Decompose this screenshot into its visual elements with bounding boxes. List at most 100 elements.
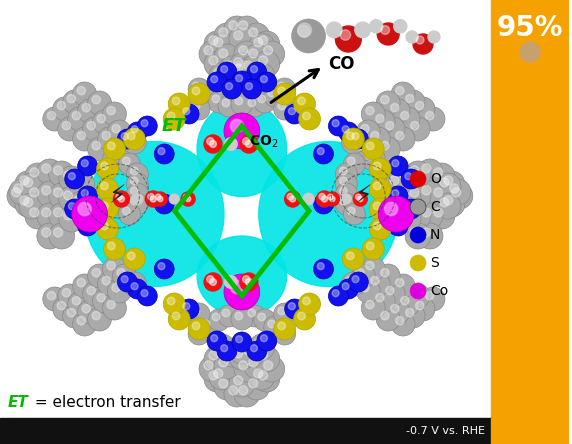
Circle shape <box>122 130 146 154</box>
Circle shape <box>97 158 118 180</box>
Circle shape <box>340 30 351 40</box>
Circle shape <box>362 138 384 160</box>
Text: Co: Co <box>430 284 448 298</box>
Circle shape <box>347 132 354 140</box>
Circle shape <box>386 286 394 295</box>
Circle shape <box>410 166 419 175</box>
Circle shape <box>253 68 263 77</box>
Circle shape <box>244 305 266 327</box>
Circle shape <box>259 351 268 360</box>
Circle shape <box>236 75 243 82</box>
Circle shape <box>181 192 195 206</box>
Circle shape <box>209 334 235 360</box>
Circle shape <box>116 194 122 200</box>
Circle shape <box>313 144 333 164</box>
Circle shape <box>321 196 328 202</box>
Circle shape <box>240 135 258 153</box>
Circle shape <box>222 99 230 107</box>
Circle shape <box>274 323 296 345</box>
Circle shape <box>179 104 199 124</box>
Circle shape <box>347 252 354 260</box>
Circle shape <box>394 20 407 33</box>
Circle shape <box>520 42 540 62</box>
Circle shape <box>73 82 97 106</box>
Circle shape <box>108 242 115 250</box>
Circle shape <box>244 44 270 70</box>
Circle shape <box>128 122 148 142</box>
Circle shape <box>251 345 257 352</box>
Circle shape <box>98 127 121 151</box>
Circle shape <box>15 191 41 217</box>
Circle shape <box>247 341 267 361</box>
Circle shape <box>221 345 228 352</box>
Text: N: N <box>430 228 440 242</box>
Circle shape <box>287 194 293 200</box>
Circle shape <box>316 191 332 207</box>
Circle shape <box>234 31 243 40</box>
Circle shape <box>411 289 419 297</box>
Circle shape <box>214 339 223 348</box>
Circle shape <box>62 289 70 297</box>
Circle shape <box>386 122 394 130</box>
Circle shape <box>335 163 358 185</box>
Circle shape <box>391 82 415 106</box>
Circle shape <box>185 196 191 202</box>
Circle shape <box>317 198 324 205</box>
Circle shape <box>366 127 390 151</box>
Circle shape <box>348 272 368 292</box>
Circle shape <box>260 75 268 83</box>
Circle shape <box>19 196 29 205</box>
Circle shape <box>452 188 461 197</box>
Circle shape <box>172 97 180 105</box>
Circle shape <box>395 206 421 232</box>
Circle shape <box>202 89 210 97</box>
Circle shape <box>230 280 244 294</box>
Circle shape <box>392 190 399 197</box>
Circle shape <box>49 203 75 229</box>
Circle shape <box>258 313 265 321</box>
Circle shape <box>356 142 364 150</box>
Circle shape <box>88 137 112 161</box>
Circle shape <box>204 135 222 153</box>
Circle shape <box>340 187 347 195</box>
Text: 95%: 95% <box>497 14 563 42</box>
Circle shape <box>376 264 400 288</box>
Circle shape <box>126 163 148 185</box>
Circle shape <box>447 183 473 209</box>
Circle shape <box>328 194 333 200</box>
Circle shape <box>234 41 260 67</box>
Circle shape <box>278 102 285 110</box>
Circle shape <box>154 194 174 214</box>
Circle shape <box>92 311 100 320</box>
Circle shape <box>376 137 400 161</box>
Circle shape <box>249 364 275 390</box>
Circle shape <box>73 274 97 298</box>
Circle shape <box>49 183 75 209</box>
Circle shape <box>224 16 250 42</box>
Circle shape <box>98 272 121 296</box>
Circle shape <box>239 56 265 82</box>
Circle shape <box>426 111 434 120</box>
Circle shape <box>343 153 366 175</box>
Circle shape <box>78 99 101 123</box>
Circle shape <box>192 82 200 90</box>
Circle shape <box>229 386 238 395</box>
Circle shape <box>122 157 130 165</box>
Circle shape <box>405 161 431 187</box>
Circle shape <box>163 108 185 130</box>
Circle shape <box>179 299 199 319</box>
Circle shape <box>73 196 82 205</box>
Circle shape <box>113 264 136 288</box>
Circle shape <box>396 131 404 140</box>
Circle shape <box>224 346 233 355</box>
Circle shape <box>381 117 405 141</box>
Circle shape <box>234 376 243 385</box>
Bar <box>0 418 491 444</box>
Circle shape <box>254 91 276 113</box>
Circle shape <box>67 95 76 103</box>
Circle shape <box>392 220 399 227</box>
Circle shape <box>224 274 260 310</box>
Circle shape <box>405 223 431 249</box>
Circle shape <box>439 191 465 217</box>
Circle shape <box>192 307 200 315</box>
